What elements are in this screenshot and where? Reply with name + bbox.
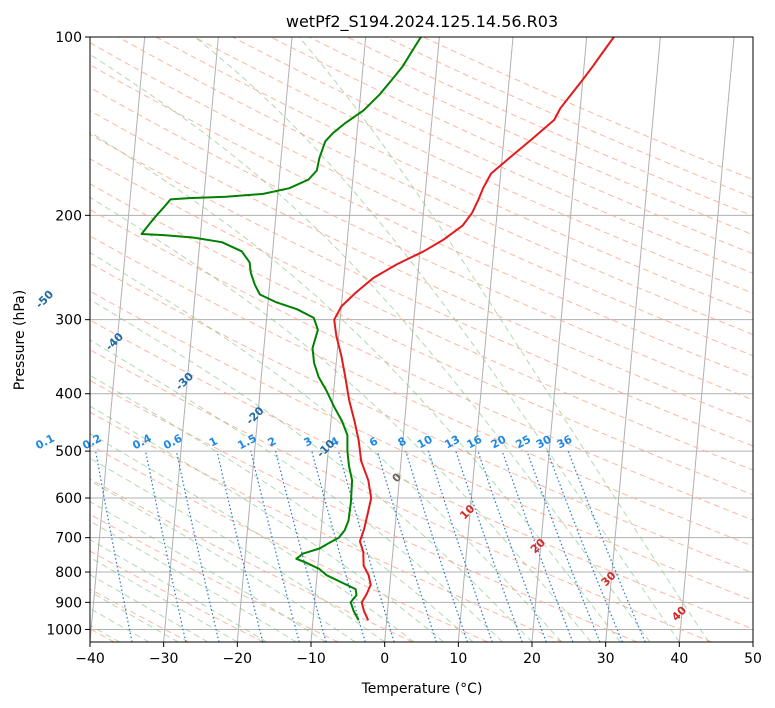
dry-adiabat: [155, 37, 753, 315]
dry-adiabat: [90, 42, 753, 357]
y-tick-label: 400: [55, 387, 82, 403]
isotherm-40: [678, 37, 735, 642]
moist-adiabat: [90, 196, 592, 642]
mixing-ratio-line: [275, 450, 327, 642]
moist-adiabat: [90, 457, 385, 642]
dry-adiabat: [90, 379, 638, 642]
mixing-ratio-line: [145, 450, 187, 642]
isotherm--10: [310, 37, 367, 642]
isotherm--20: [236, 37, 293, 642]
plot-frame: [89, 36, 754, 643]
mixing-ratio-line: [216, 450, 264, 642]
dry-adiabat: [232, 37, 753, 274]
moist-adiabat: [90, 131, 621, 642]
dry-adiabat: [90, 513, 339, 642]
y-tick-label: 500: [55, 444, 82, 460]
isotherm-30: [605, 37, 661, 642]
y-tick-label: 200: [55, 208, 82, 224]
y-tick-label: 700: [55, 531, 82, 547]
isotherm-0: [384, 37, 440, 642]
y-axis: 100 200 300 400 500 600 700 800 900 1000: [46, 30, 90, 638]
x-tick-label: 0: [380, 651, 389, 667]
moist-adiabat: [90, 501, 326, 642]
dry-adiabat: [90, 478, 414, 642]
moist-adiabat: [90, 53, 651, 642]
x-tick-label: −40: [75, 651, 105, 667]
mixing-ratio-label: 36: [555, 433, 575, 452]
dry-adiabat: [194, 37, 753, 294]
mixing-ratio-line: [455, 450, 523, 642]
y-tick-label: 600: [55, 491, 82, 507]
mixing-ratio-line: [95, 450, 133, 642]
x-axis-label: Temperature (°C): [361, 681, 483, 697]
moist-adiabat: [90, 339, 503, 642]
y-tick-label: 100: [55, 30, 82, 46]
dry-adiabat: [90, 411, 563, 642]
y-tick-label: 900: [55, 595, 82, 611]
moist-adiabat: [90, 480, 356, 642]
mixing-ratio-label: 20: [489, 433, 509, 452]
y-tick-label: 300: [55, 313, 82, 329]
mixing-ratio-label: 13: [442, 433, 462, 452]
isotherm--30: [163, 37, 219, 642]
moist-adiabat: [298, 37, 710, 642]
dry-adiabat: [90, 64, 753, 379]
mixing-ratio-line: [405, 450, 469, 642]
dry-adiabat: [90, 86, 753, 401]
profile-line-1: [333, 37, 615, 621]
x-tick-label: 30: [597, 651, 615, 667]
y-tick-label: 800: [55, 565, 82, 581]
dry-adiabat: [270, 37, 753, 255]
mixing-ratio-label: 30: [534, 433, 554, 452]
x-tick-label: 40: [670, 651, 688, 667]
mixing-ratio-line: [311, 450, 366, 642]
moist-adiabat: [90, 538, 268, 642]
isotherm--40: [90, 37, 146, 642]
moist-adiabat: [90, 298, 533, 642]
moist-adiabat: [90, 251, 562, 642]
background-lines: [90, 37, 753, 642]
mixing-ratio-line: [337, 450, 395, 642]
x-tick-label: 50: [744, 651, 762, 667]
dry-adiabat: [90, 262, 753, 574]
dry-adiabat: [90, 110, 753, 424]
series-layer: [140, 37, 615, 621]
y-axis-label: Pressure (hPa): [12, 290, 28, 390]
isotherm-10: [457, 37, 514, 642]
x-tick-label: 20: [523, 651, 541, 667]
mixing-ratio-line: [376, 450, 437, 642]
profile-line-2: [140, 37, 422, 621]
mixing-ratio-line: [175, 450, 220, 642]
mixing-ratio-label: 25: [513, 433, 533, 452]
mixing-ratio-label: 16: [465, 433, 485, 452]
x-tick-label: −30: [149, 651, 179, 667]
mixing-ratio-label: 10: [415, 433, 435, 452]
dry-adiabat: [117, 37, 753, 335]
mixing-ratio-line: [427, 450, 493, 642]
moist-adiabat: [194, 37, 680, 642]
x-tick-label: −10: [296, 651, 326, 667]
y-tick-label: 1000: [46, 622, 82, 638]
x-axis: −40 −30 −20 −10 0 10 20 30 40 50: [75, 642, 762, 667]
dry-adiabat: [90, 290, 753, 602]
chart-title: wetPf2_S194.2024.125.14.56.R03: [286, 12, 558, 32]
dry-adiabat: [90, 183, 753, 496]
mixing-ratio-line: [477, 450, 547, 642]
x-tick-label: 10: [449, 651, 467, 667]
x-tick-label: −20: [223, 651, 253, 667]
dry-adiabat: [90, 133, 753, 447]
dry-adiabat: [90, 158, 753, 471]
mixing-ratio-line: [250, 450, 300, 642]
